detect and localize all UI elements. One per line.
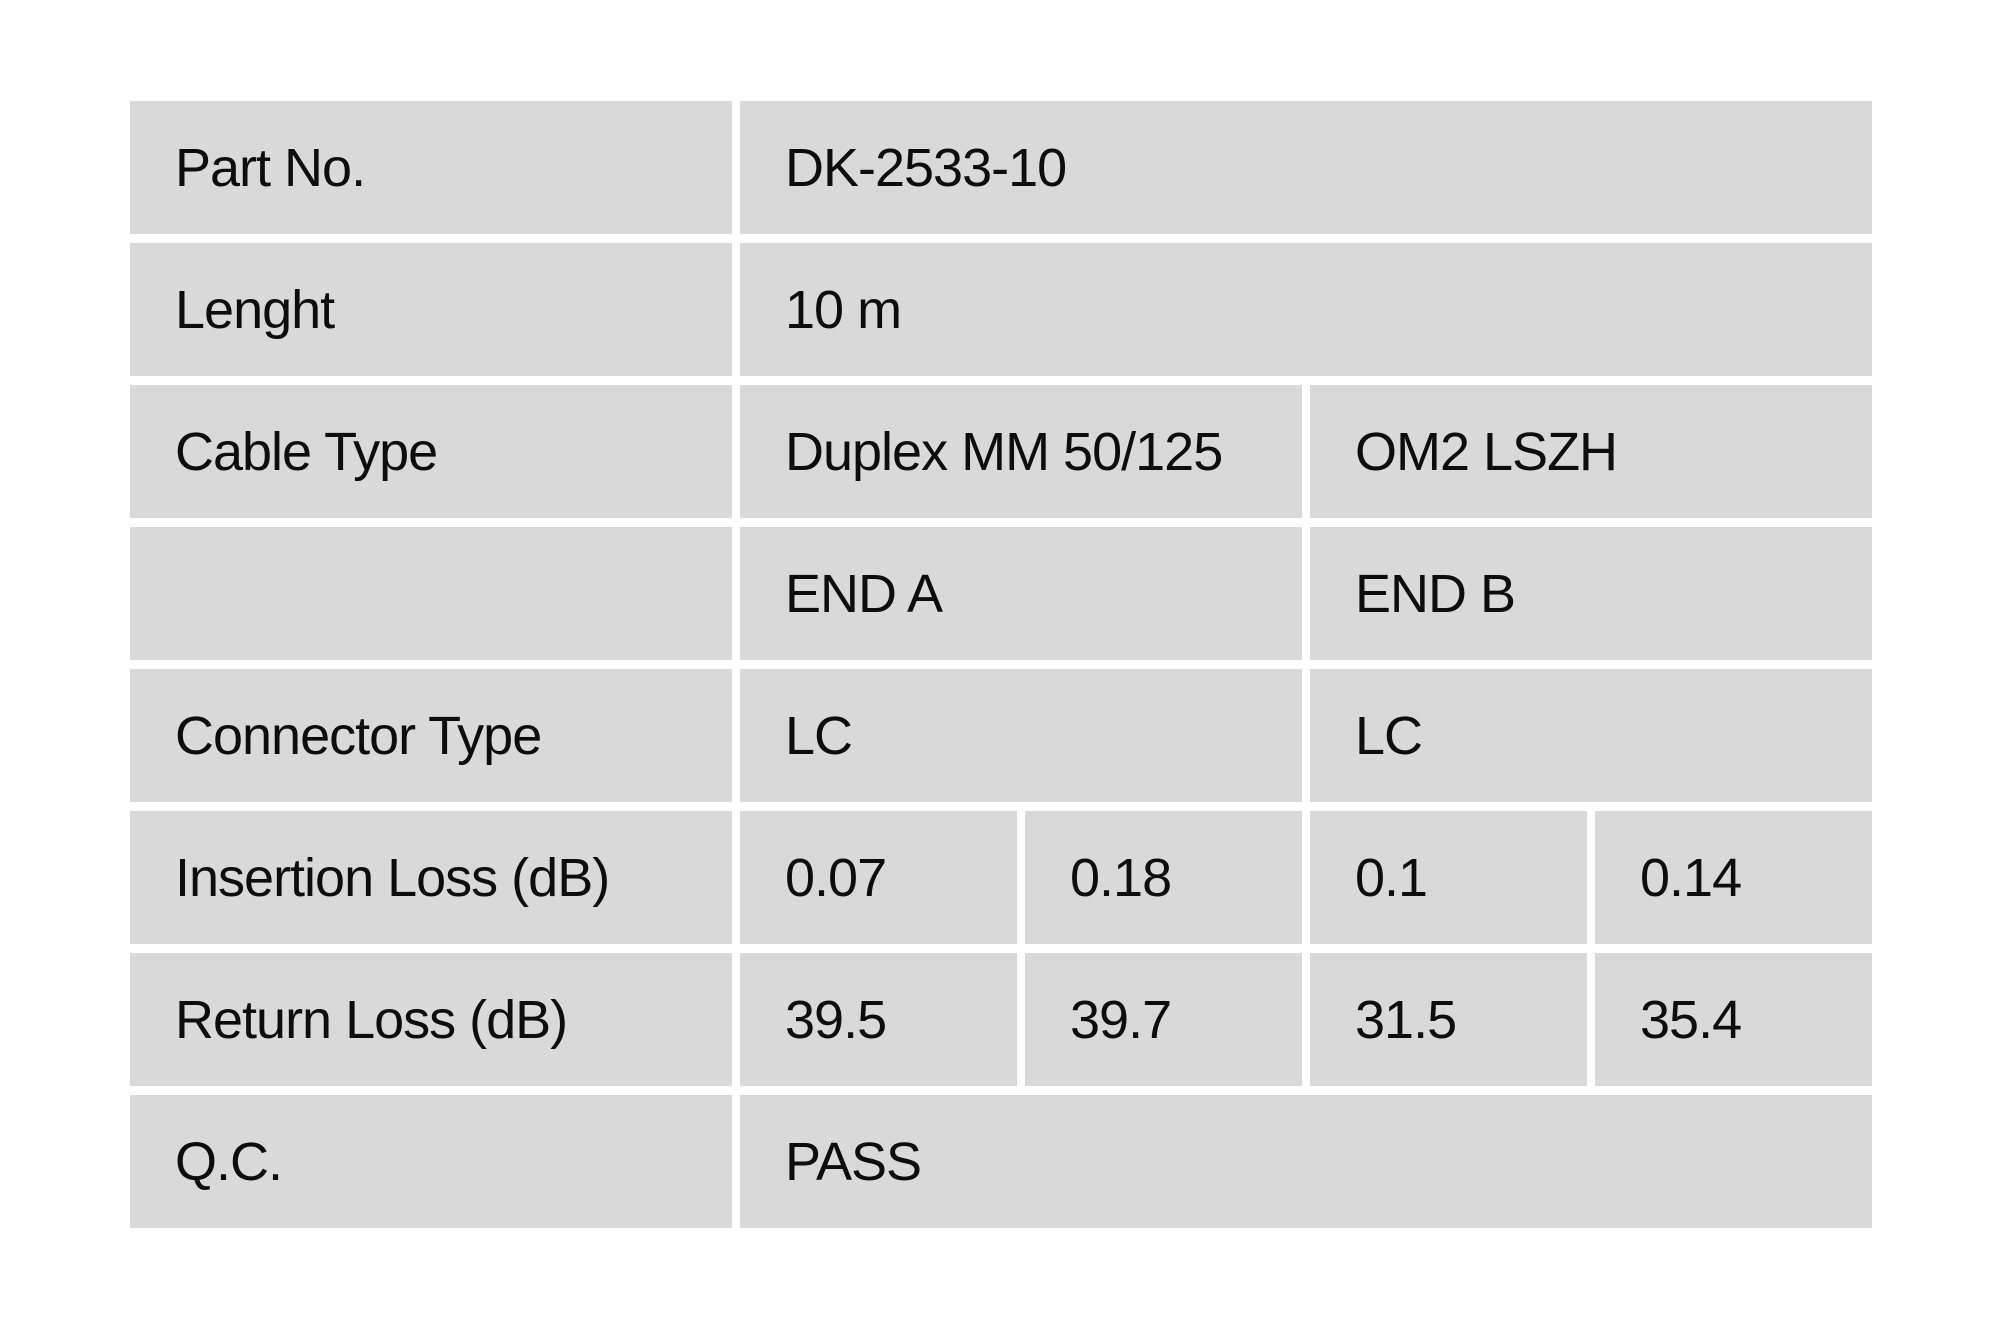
value-return-loss-a1: 39.5 (740, 953, 1017, 1086)
value-return-loss-b1: 31.5 (1310, 953, 1587, 1086)
label-cable-type: Cable Type (130, 385, 732, 518)
header-end-a: END A (740, 527, 1302, 660)
value-part-no: DK-2533-10 (740, 101, 1872, 234)
label-connector-type: Connector Type (130, 669, 732, 802)
spec-table: Part No. DK-2533-10 Lenght 10 m Cable Ty… (130, 101, 1872, 1228)
value-insertion-loss-a2: 0.18 (1025, 811, 1302, 944)
value-qc: PASS (740, 1095, 1872, 1228)
label-part-no: Part No. (130, 101, 732, 234)
value-return-loss-a2: 39.7 (1025, 953, 1302, 1086)
cell-empty (130, 527, 732, 660)
value-cable-type-a: Duplex MM 50/125 (740, 385, 1302, 518)
label-insertion-loss: Insertion Loss (dB) (130, 811, 732, 944)
value-connector-b: LC (1310, 669, 1872, 802)
value-cable-type-b: OM2 LSZH (1310, 385, 1872, 518)
value-insertion-loss-b2: 0.14 (1595, 811, 1872, 944)
header-end-b: END B (1310, 527, 1872, 660)
value-length: 10 m (740, 243, 1872, 376)
value-insertion-loss-a1: 0.07 (740, 811, 1017, 944)
value-return-loss-b2: 35.4 (1595, 953, 1872, 1086)
value-connector-a: LC (740, 669, 1302, 802)
label-return-loss: Return Loss (dB) (130, 953, 732, 1086)
label-qc: Q.C. (130, 1095, 732, 1228)
value-insertion-loss-b1: 0.1 (1310, 811, 1587, 944)
label-length: Lenght (130, 243, 732, 376)
